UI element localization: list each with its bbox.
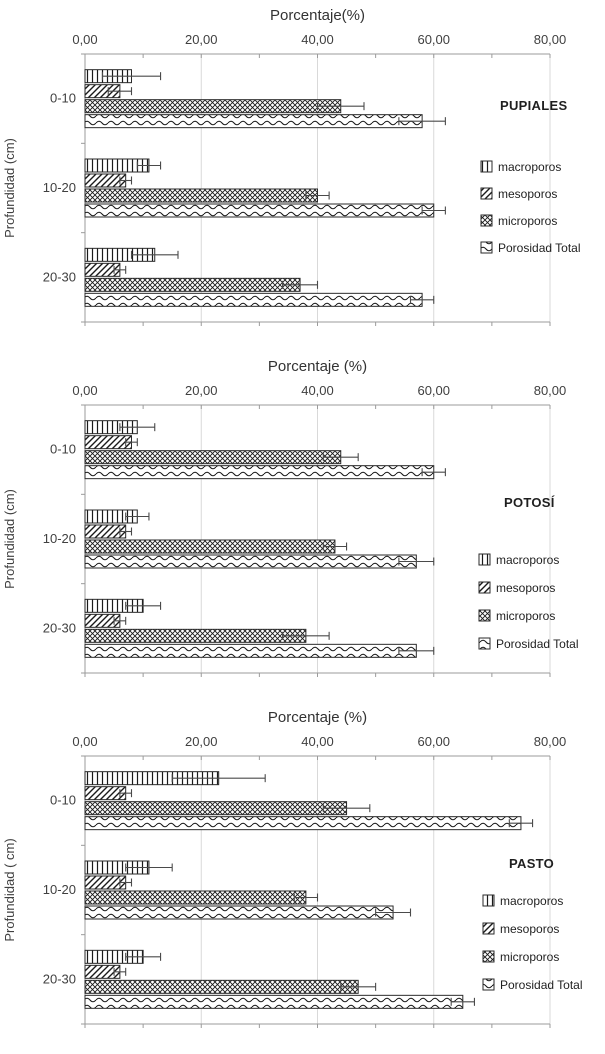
legend-swatch-crosshatch (482, 950, 495, 963)
bar-porosidad-total (84, 203, 435, 218)
legend-label: Porosidad Total (498, 241, 581, 255)
legend-swatch-diagonal-lines (482, 922, 495, 935)
legend-label: mesoporos (496, 581, 555, 595)
legend-label: macroporos (500, 894, 563, 908)
legend-label: macroporos (496, 553, 559, 567)
legend-label: microporos (498, 214, 557, 228)
category-label: 10-20 (43, 882, 76, 897)
x-tick-label: 0,00 (72, 32, 97, 47)
bar-microporos (84, 890, 307, 905)
bar-porosidad-total (84, 465, 435, 480)
chart-potosí: Porcentaje (%) 0,00 20,00 40,00 60,00 80,00 0-… (2, 358, 579, 677)
y-axis-label: Profundidad (cm) (2, 138, 17, 238)
category-label: 10-20 (43, 531, 76, 546)
category-label: 0-10 (50, 442, 76, 457)
x-tick-label: 80,00 (534, 734, 567, 749)
legend-swatch-vertical-lines (482, 894, 495, 907)
x-tick-label: 40,00 (301, 383, 334, 398)
legend-swatch-vertical-lines (480, 160, 493, 173)
site-label: PUPIALES (500, 98, 567, 113)
bar-porosidad-total (84, 994, 464, 1009)
site-label: PASTO (509, 856, 554, 871)
x-tick-label: 80,00 (534, 32, 567, 47)
legend-swatch-diagonal-lines (478, 581, 491, 594)
category-label: 20-30 (43, 620, 76, 635)
bar-porosidad-total (84, 114, 423, 129)
x-tick-label: 20,00 (185, 32, 218, 47)
legend-label: microporos (500, 950, 559, 964)
x-tick-label: 60,00 (417, 734, 450, 749)
category-label: 20-30 (43, 269, 76, 284)
legend-swatch-waves (480, 241, 493, 254)
bar-mesoporos (84, 435, 132, 450)
bar-microporos (84, 99, 342, 114)
legend-label: mesoporos (498, 187, 557, 201)
legend-label: Porosidad Total (500, 978, 583, 992)
bar-microporos (84, 979, 359, 994)
legend-swatch-crosshatch (478, 609, 491, 622)
chart-pupiales: Porcentaje(%) 0,00 20,00 40,00 60,00 80,00 0-1… (2, 7, 581, 326)
bar-microporos (84, 277, 301, 292)
chart-title: Porcentaje (%) (268, 358, 367, 375)
category-label: 20-30 (43, 971, 76, 986)
legend-swatch-crosshatch (480, 214, 493, 227)
x-tick-label: 40,00 (301, 32, 334, 47)
legend-swatch-vertical-lines (478, 553, 491, 566)
category-label: 0-10 (50, 91, 76, 106)
x-tick-label: 20,00 (185, 383, 218, 398)
bar-microporos (84, 539, 336, 554)
x-tick-label: 60,00 (417, 32, 450, 47)
x-tick-label: 40,00 (301, 734, 334, 749)
bar-microporos (84, 628, 307, 643)
x-tick-label: 60,00 (417, 383, 450, 398)
legend-label: macroporos (498, 160, 561, 174)
chart-title: Porcentaje(%) (270, 7, 365, 24)
category-label: 0-10 (50, 793, 76, 808)
legend-swatch-waves (478, 637, 491, 650)
chart-title: Porcentaje (%) (268, 709, 367, 726)
bar-microporos (84, 188, 318, 203)
x-tick-label: 0,00 (72, 734, 97, 749)
y-axis-label: Profundidad (cm) (2, 489, 17, 589)
x-tick-label: 20,00 (185, 734, 218, 749)
y-axis-label: Profundidad ( cm) (2, 838, 17, 941)
legend-label: Porosidad Total (496, 637, 579, 651)
legend-swatch-diagonal-lines (480, 187, 493, 200)
legend-label: mesoporos (500, 922, 559, 936)
bar-porosidad-total (84, 292, 423, 307)
legend-label: microporos (496, 609, 555, 623)
bar-porosidad-total (84, 554, 417, 569)
bar-porosidad-total (84, 643, 417, 658)
site-label: POTOSÍ (504, 495, 555, 510)
bar-microporos (84, 450, 342, 465)
bar-microporos (84, 801, 348, 816)
legend-swatch-waves (482, 978, 495, 991)
chart-pasto: Porcentaje (%) 0,00 20,00 40,00 60,00 80,00 0-… (2, 709, 583, 1028)
bar-porosidad-total (84, 816, 522, 831)
x-tick-label: 80,00 (534, 383, 567, 398)
bar-porosidad-total (84, 905, 394, 920)
category-label: 10-20 (43, 180, 76, 195)
x-tick-label: 0,00 (72, 383, 97, 398)
